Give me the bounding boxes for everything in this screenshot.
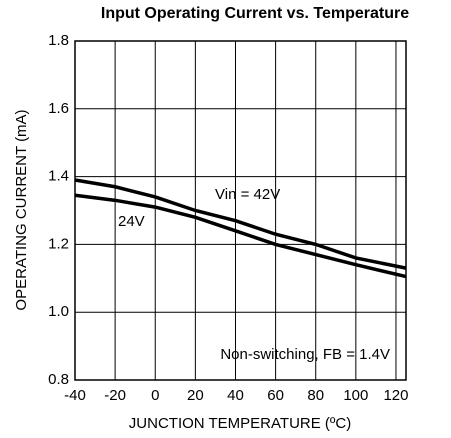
x-tick-label: -20	[104, 387, 126, 404]
x-tick-label: 0	[151, 387, 159, 404]
y-tick-label: 1.8	[48, 32, 69, 49]
y-axis-label: OPERATING CURRENT (mA)	[13, 109, 30, 310]
y-tick-label: 0.8	[48, 371, 69, 388]
x-tick-label: 20	[187, 387, 204, 404]
y-tick-label: 1.4	[48, 168, 69, 185]
annotation: Non-switching, FB = 1.4V	[220, 346, 390, 363]
x-tick-label: 80	[307, 387, 324, 404]
x-tick-label: 120	[383, 387, 408, 404]
x-axis-label: JUNCTION TEMPERATURE (ºC)	[129, 415, 351, 432]
y-tick-label: 1.6	[48, 100, 69, 117]
series-line	[74, 193, 407, 279]
y-tick-label: 1.2	[48, 235, 69, 252]
series-label: 24V	[118, 213, 145, 230]
series-line	[74, 178, 407, 270]
plot-frame	[74, 40, 407, 381]
x-tick-label: 100	[343, 387, 368, 404]
x-tick-label: 40	[227, 387, 244, 404]
chart-title: Input Operating Current vs. Temperature	[101, 5, 409, 22]
series-label: Vin = 42V	[215, 186, 280, 203]
y-tick-label: 1.0	[48, 303, 69, 320]
x-tick-label: 60	[267, 387, 284, 404]
x-tick-label: -40	[64, 387, 86, 404]
